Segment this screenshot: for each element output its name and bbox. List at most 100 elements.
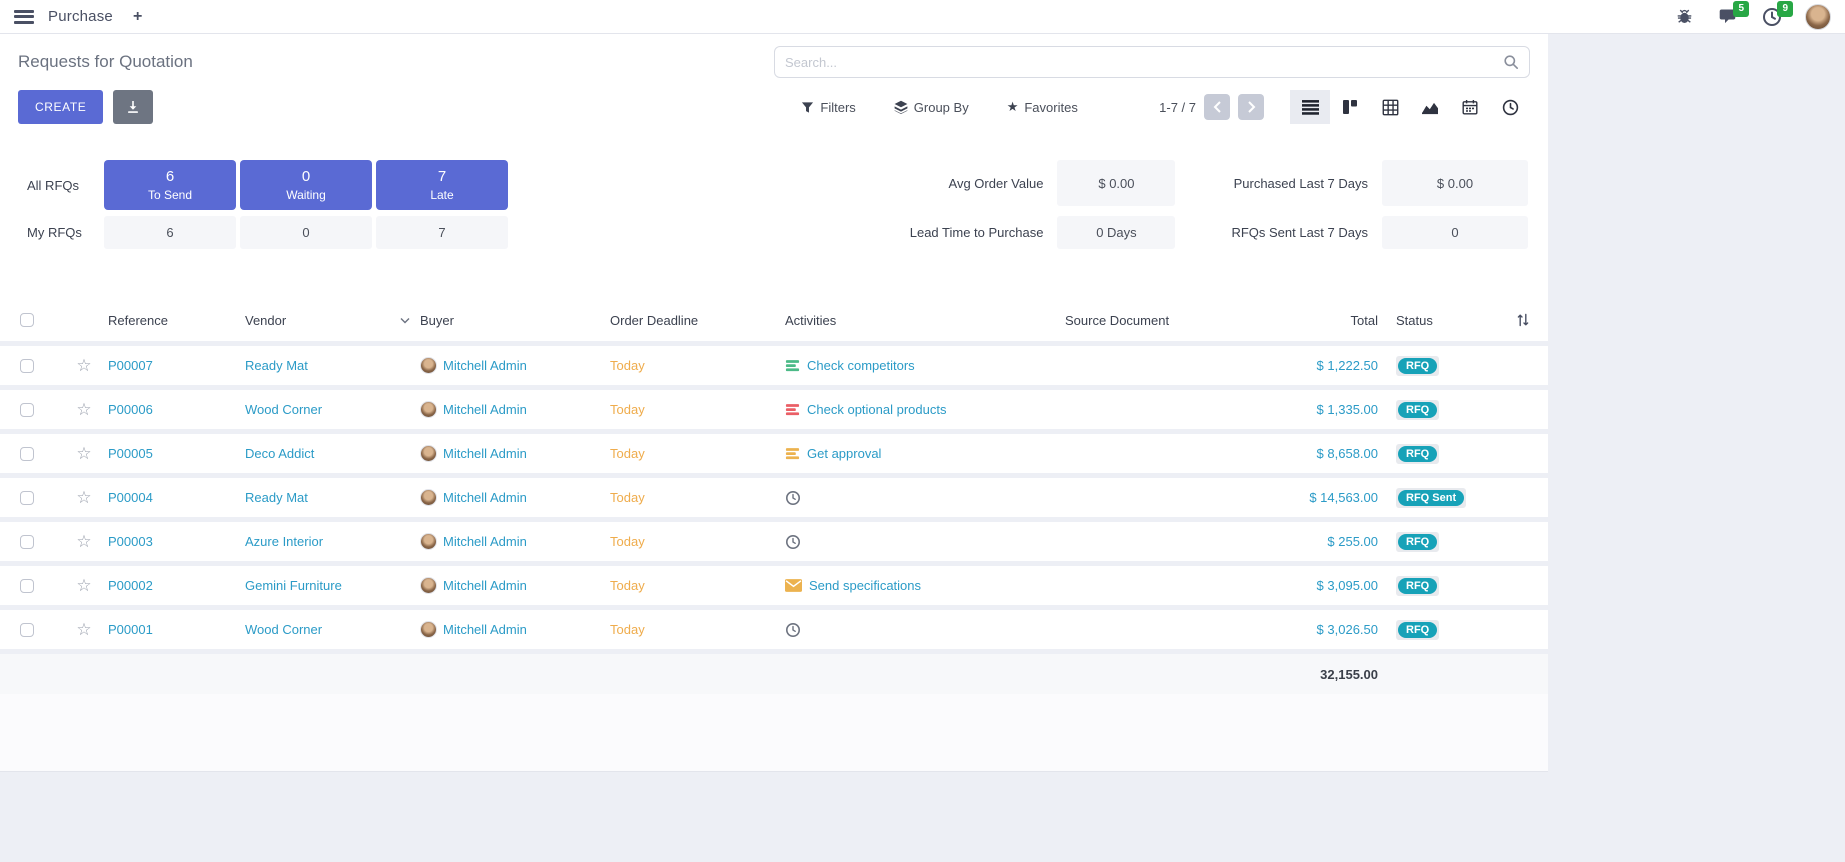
plus-icon[interactable]: + bbox=[132, 7, 143, 25]
list-view-icon[interactable] bbox=[1290, 90, 1330, 124]
my-to-send-cell[interactable]: 6 bbox=[104, 216, 236, 249]
vendor-link[interactable]: Azure Interior bbox=[245, 534, 324, 549]
vendor-link[interactable]: Ready Mat bbox=[245, 358, 308, 373]
row-checkbox[interactable] bbox=[20, 534, 34, 549]
activity-list-icon[interactable] bbox=[785, 402, 800, 417]
group-by-menu[interactable]: Group By bbox=[894, 100, 969, 115]
pager-next-button[interactable] bbox=[1238, 94, 1264, 120]
reference-link[interactable]: P00006 bbox=[108, 402, 153, 417]
user-avatar[interactable] bbox=[1805, 3, 1831, 30]
pager-previous-button[interactable] bbox=[1204, 94, 1230, 120]
column-header-source-document[interactable]: Source Document bbox=[1065, 312, 1170, 328]
kpi-to-send[interactable]: 6 To Send bbox=[104, 160, 236, 210]
vendor-link[interactable]: Wood Corner bbox=[245, 402, 323, 417]
graph-view-icon[interactable] bbox=[1410, 90, 1450, 124]
buyer-link[interactable]: Mitchell Admin bbox=[443, 402, 527, 417]
vendor-link[interactable]: Gemini Furniture bbox=[245, 578, 342, 593]
row-checkbox[interactable] bbox=[20, 358, 34, 373]
activity-label-link[interactable]: Check optional products bbox=[807, 402, 947, 417]
column-header-buyer[interactable]: Buyer bbox=[420, 312, 454, 328]
download-icon bbox=[126, 100, 140, 114]
activity-clock-icon[interactable] bbox=[785, 490, 801, 506]
reference-link[interactable]: P00005 bbox=[108, 446, 153, 461]
filters-menu[interactable]: Filters bbox=[801, 100, 856, 115]
control-panel: Requests for Quotation CREATE bbox=[0, 34, 1548, 138]
row-checkbox[interactable] bbox=[20, 446, 34, 461]
my-late-cell[interactable]: 7 bbox=[376, 216, 508, 249]
toggle-columns-icon[interactable] bbox=[1516, 313, 1530, 327]
activity-clock-icon[interactable] bbox=[785, 622, 801, 638]
favorites-star-icon: ★ bbox=[1006, 99, 1019, 114]
export-button[interactable] bbox=[113, 90, 154, 124]
favorite-star-icon[interactable]: ☆ bbox=[76, 620, 92, 639]
kpi-waiting[interactable]: 0 Waiting bbox=[240, 160, 372, 210]
buyer-link[interactable]: Mitchell Admin bbox=[443, 358, 527, 373]
calendar-view-icon[interactable] bbox=[1450, 90, 1490, 124]
buyer-link[interactable]: Mitchell Admin bbox=[443, 446, 527, 461]
status-badge: RFQ bbox=[1396, 575, 1440, 596]
buyer-link[interactable]: Mitchell Admin bbox=[443, 490, 527, 505]
favorite-star-icon[interactable]: ☆ bbox=[76, 400, 92, 419]
favorite-star-icon[interactable]: ☆ bbox=[76, 532, 92, 551]
table-row[interactable]: ☆ P00001 Wood Corner Mitchell Admin Toda… bbox=[0, 610, 1548, 649]
stat-avg-order-value: $ 0.00 bbox=[1057, 160, 1176, 206]
column-header-order-deadline[interactable]: Order Deadline bbox=[610, 312, 699, 328]
activities-clock-icon[interactable]: 9 bbox=[1761, 0, 1793, 28]
buyer-link[interactable]: Mitchell Admin bbox=[443, 534, 527, 549]
reference-link[interactable]: P00002 bbox=[108, 578, 153, 593]
favorite-star-icon[interactable]: ☆ bbox=[76, 488, 92, 507]
row-checkbox[interactable] bbox=[20, 490, 34, 505]
buyer-link[interactable]: Mitchell Admin bbox=[443, 578, 527, 593]
reference-link[interactable]: P00001 bbox=[108, 622, 153, 637]
search-input[interactable] bbox=[785, 54, 1503, 70]
table-row[interactable]: ☆ P00005 Deco Addict Mitchell Admin Toda… bbox=[0, 434, 1548, 473]
table-row[interactable]: ☆ P00004 Ready Mat Mitchell Admin Today … bbox=[0, 478, 1548, 517]
column-header-status[interactable]: Status bbox=[1396, 312, 1433, 328]
row-checkbox[interactable] bbox=[20, 402, 34, 417]
my-waiting-cell[interactable]: 0 bbox=[240, 216, 372, 249]
hamburger-icon[interactable] bbox=[14, 9, 34, 24]
table-row[interactable]: ☆ P00007 Ready Mat Mitchell Admin Today … bbox=[0, 346, 1548, 385]
vendor-link[interactable]: Ready Mat bbox=[245, 490, 308, 505]
favorite-star-icon[interactable]: ☆ bbox=[76, 356, 92, 375]
buyer-link[interactable]: Mitchell Admin bbox=[443, 622, 527, 637]
reference-link[interactable]: P00004 bbox=[108, 490, 153, 505]
favorite-star-icon[interactable]: ☆ bbox=[76, 576, 92, 595]
search-box[interactable] bbox=[774, 46, 1530, 78]
table-row[interactable]: ☆ P00002 Gemini Furniture Mitchell Admin… bbox=[0, 566, 1548, 605]
activity-clock-icon[interactable] bbox=[785, 534, 801, 550]
column-header-total[interactable]: Total bbox=[1350, 312, 1378, 328]
create-button[interactable]: CREATE bbox=[18, 90, 104, 124]
kpi-late[interactable]: 7 Late bbox=[376, 160, 508, 210]
app-menu-purchase[interactable]: Purchase bbox=[48, 8, 113, 25]
kanban-view-icon[interactable] bbox=[1330, 90, 1370, 124]
reference-link[interactable]: P00007 bbox=[108, 358, 153, 373]
column-header-activities[interactable]: Activities bbox=[785, 312, 837, 328]
table-footer-row: 32,155.00 bbox=[0, 654, 1548, 694]
select-all-checkbox[interactable] bbox=[20, 313, 34, 327]
messages-icon[interactable]: 5 bbox=[1717, 0, 1749, 28]
row-checkbox[interactable] bbox=[20, 622, 34, 637]
activity-list-icon[interactable] bbox=[785, 358, 800, 373]
vendor-link[interactable]: Deco Addict bbox=[245, 446, 315, 461]
pivot-view-icon[interactable] bbox=[1370, 90, 1410, 124]
search-icon[interactable] bbox=[1503, 54, 1519, 70]
footer-total-sum: 32,155.00 bbox=[1320, 666, 1378, 682]
column-header-reference[interactable]: Reference bbox=[108, 312, 168, 328]
vendor-link[interactable]: Wood Corner bbox=[245, 622, 323, 637]
favorite-star-icon[interactable]: ☆ bbox=[76, 444, 92, 463]
activity-envelope-icon[interactable] bbox=[785, 579, 802, 592]
table-row[interactable]: ☆ P00003 Azure Interior Mitchell Admin T… bbox=[0, 522, 1548, 561]
bug-icon[interactable] bbox=[1673, 6, 1695, 28]
row-checkbox[interactable] bbox=[20, 578, 34, 593]
activity-view-icon[interactable] bbox=[1490, 90, 1530, 124]
table-row[interactable]: ☆ P00006 Wood Corner Mitchell Admin Toda… bbox=[0, 390, 1548, 429]
column-header-vendor[interactable]: Vendor bbox=[245, 313, 420, 328]
activity-label-link[interactable]: Check competitors bbox=[807, 358, 915, 373]
activity-list-icon[interactable] bbox=[785, 446, 800, 461]
activity-label-link[interactable]: Get approval bbox=[807, 446, 882, 461]
favorites-menu[interactable]: ★ Favorites bbox=[1006, 99, 1078, 115]
activity-label-link[interactable]: Send specifications bbox=[809, 578, 922, 593]
all-rfqs-label: All RFQs bbox=[27, 177, 79, 193]
reference-link[interactable]: P00003 bbox=[108, 534, 153, 549]
